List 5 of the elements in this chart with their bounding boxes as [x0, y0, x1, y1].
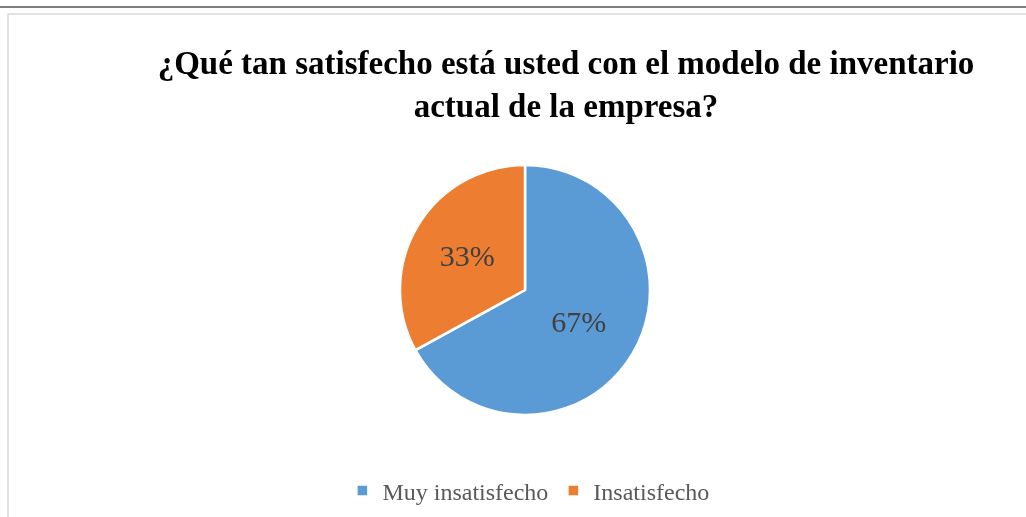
legend-label: Muy insatisfecho	[382, 478, 549, 505]
chart-title: ¿Qué tan satisfecho está usted con el modelo de inventario actual de la empresa?	[157, 45, 975, 124]
legend-label: Insatisfecho	[593, 478, 710, 505]
data-label: 33%	[439, 239, 495, 273]
data-label: 67%	[551, 305, 607, 339]
